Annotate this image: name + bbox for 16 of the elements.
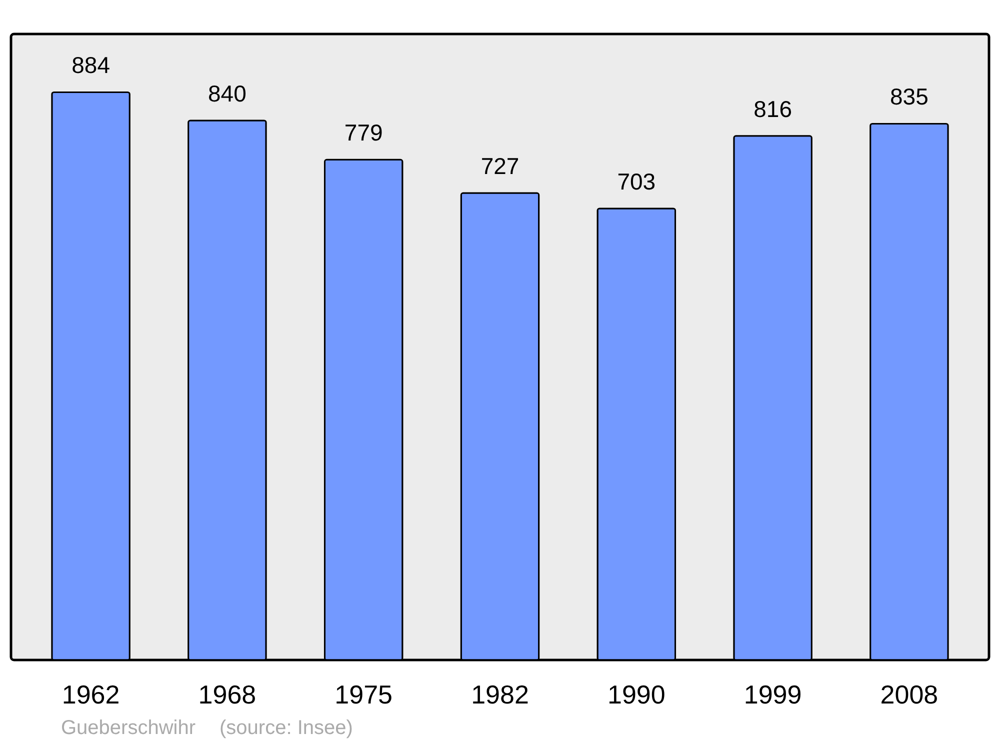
data-label: 840 [208, 80, 246, 106]
x-tick-label: 1968 [198, 680, 256, 710]
data-label: 816 [754, 96, 792, 122]
text: (source: Insee) [220, 717, 353, 739]
data-label: 884 [72, 52, 110, 78]
x-tick-label: 2008 [880, 680, 938, 710]
data-label: 703 [617, 168, 656, 194]
text: Gueberschwihr [61, 717, 196, 739]
x-tick-label: 1962 [62, 680, 120, 710]
x-tick-label: 1999 [744, 680, 802, 710]
x-tick-label: 1975 [334, 680, 393, 710]
data-label: 835 [890, 84, 928, 110]
data-label: 779 [344, 120, 383, 146]
data-label: 727 [480, 153, 520, 180]
x-tick-label: 1982 [471, 680, 529, 710]
x-tick-label: 1990 [607, 680, 666, 710]
